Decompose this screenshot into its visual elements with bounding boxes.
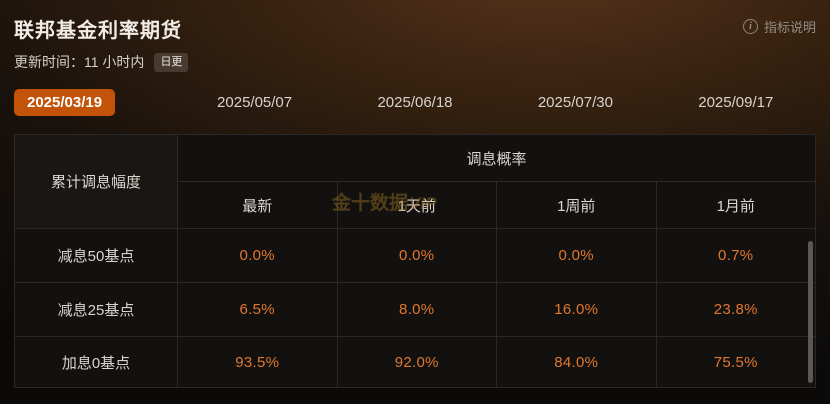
tab-date-2[interactable]: 2025/06/18 <box>377 93 453 111</box>
row-label-hike-0bp: 加息0基点 <box>15 337 177 387</box>
cell-cut25-latest: 6.5% <box>178 283 337 336</box>
tab-date-1[interactable]: 2025/05/07 <box>217 93 293 111</box>
cell-cut25-1d: 8.0% <box>337 283 496 336</box>
col-header-1d-ago: 1天前 <box>337 182 496 228</box>
cell-hike0-1w: 84.0% <box>497 337 656 387</box>
group-header-probability: 调息概率 <box>178 135 815 181</box>
tab-date-0[interactable]: 2025/03/19 <box>14 88 116 116</box>
cell-cut50-1d: 0.0% <box>337 229 496 282</box>
update-time-label: 更新时间： <box>14 54 84 70</box>
col-header-1w-ago: 1周前 <box>497 182 656 228</box>
col-header-1m-ago: 1月前 <box>656 182 815 228</box>
vertical-scrollbar-thumb[interactable] <box>808 241 813 383</box>
cell-hike0-latest: 93.5% <box>178 337 337 387</box>
col-header-latest: 最新 <box>178 182 337 228</box>
update-time-value: 11 小时内 <box>84 54 145 70</box>
row-label-cut-25bp: 减息25基点 <box>15 283 177 336</box>
info-circle-icon: i <box>742 19 758 34</box>
cell-cut50-latest: 0.0% <box>178 229 337 282</box>
rate-probability-table: 累计调息幅度 调息概率 最新 1天前 1周前 1月前 减息50基点 0.0% 0… <box>14 134 816 388</box>
cell-cut25-1m: 23.8% <box>656 283 815 336</box>
cell-hike0-1m: 75.5% <box>656 337 815 387</box>
update-time-row: 更新时间： 11 小时内 日更 <box>14 52 816 72</box>
contract-date-tabs: 2025/03/19 2025/05/07 2025/06/18 2025/07… <box>14 88 816 116</box>
cell-cut50-1m: 0.7% <box>656 229 815 282</box>
indicator-info-link[interactable]: i 指标说明 <box>742 17 816 36</box>
cell-cut25-1w: 16.0% <box>497 283 656 336</box>
tab-date-4[interactable]: 2025/09/17 <box>698 93 774 111</box>
tab-date-3[interactable]: 2025/07/30 <box>537 93 613 111</box>
daily-update-badge: 日更 <box>154 52 189 72</box>
cell-hike0-1d: 92.0% <box>337 337 496 387</box>
panel-header: 联邦基金利率期货 i 指标说明 <box>14 14 816 42</box>
col-header-cumulative-change: 累计调息幅度 <box>15 135 177 228</box>
indicator-info-label: 指标说明 <box>763 20 816 35</box>
row-label-cut-50bp: 减息50基点 <box>15 229 177 282</box>
cell-cut50-1w: 0.0% <box>497 229 656 282</box>
page-title: 联邦基金利率期货 <box>14 20 182 42</box>
